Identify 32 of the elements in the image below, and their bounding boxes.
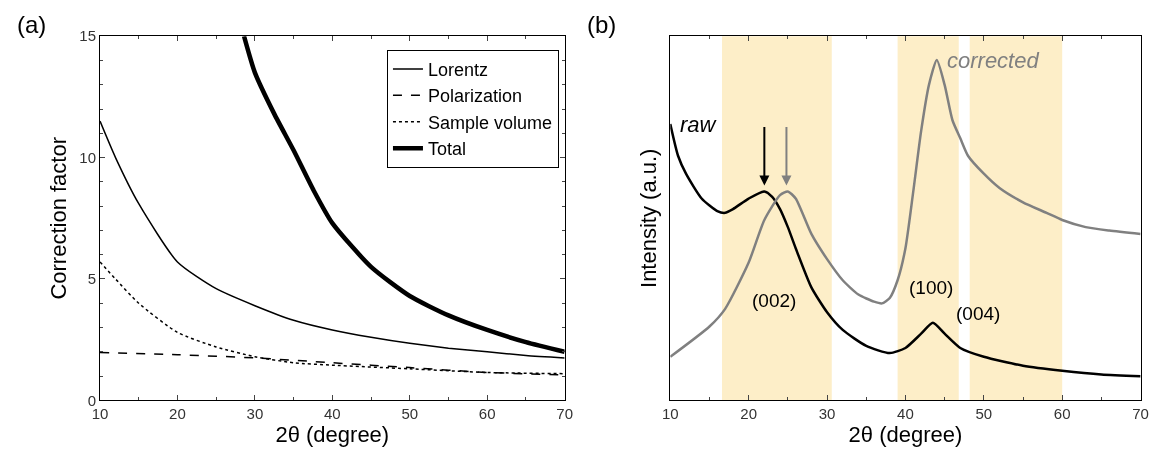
x-tick-label: 10 [661, 405, 679, 423]
text: (b) [587, 11, 617, 38]
x-tick-label: 30 [246, 405, 264, 423]
x-tick-label: 20 [740, 405, 758, 423]
x-tick-label: 70 [556, 405, 573, 423]
y-tick-label: 0 [87, 391, 97, 409]
y-tick-label: 15 [79, 27, 97, 45]
text: (a) [17, 11, 47, 38]
y-tick-label: 5 [87, 270, 97, 288]
x-axis-title: 2θ (degree) [275, 422, 390, 448]
series-label: raw [680, 112, 718, 137]
x-tick-label: 50 [401, 405, 419, 423]
x-tick-label: 60 [478, 405, 496, 423]
series-label: corrected [947, 48, 1040, 73]
x-tick-label: 20 [169, 405, 186, 423]
legend-label: Total [427, 139, 466, 160]
x-tick-label: 40 [323, 405, 341, 423]
y-axis-title: Correction factor [46, 136, 72, 300]
annotation: (100) [909, 277, 954, 298]
annotation: (004) [956, 303, 1001, 324]
x-axis-title: 2θ (degree) [848, 422, 963, 448]
legend-label: Lorentz [427, 59, 489, 80]
x-tick-label: 50 [975, 405, 993, 423]
annotation: (002) [752, 290, 797, 311]
x-tick-label: 30 [818, 405, 836, 423]
x-tick-label: 60 [1053, 405, 1071, 423]
x-tick-label: 70 [1132, 405, 1149, 423]
y-tick-label: 10 [79, 148, 97, 166]
legend-label: Polarization [427, 86, 523, 107]
x-tick-label: 40 [897, 405, 914, 423]
legend-label: Sample volume [427, 112, 553, 133]
y-axis-title: Intensity (a.u.) [636, 148, 662, 288]
